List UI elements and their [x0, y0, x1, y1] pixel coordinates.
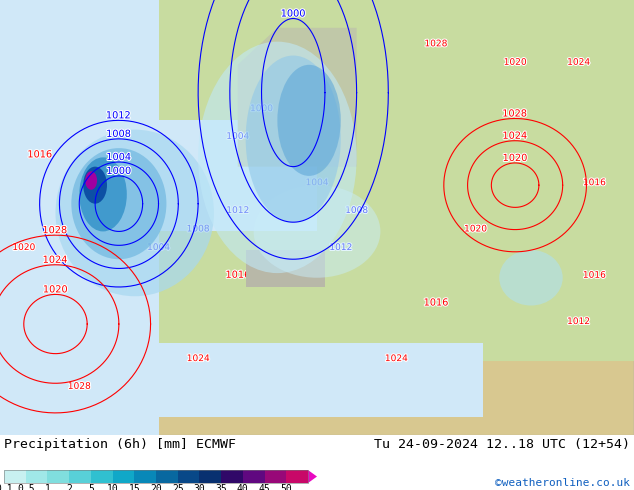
Text: 1: 1	[44, 484, 50, 490]
Text: 1008: 1008	[186, 224, 210, 233]
Text: 1016: 1016	[583, 271, 606, 280]
Text: 0.5: 0.5	[17, 484, 34, 490]
Ellipse shape	[71, 148, 166, 259]
Text: 1028: 1028	[502, 108, 527, 119]
Text: 1016: 1016	[583, 178, 606, 187]
Ellipse shape	[254, 185, 380, 278]
Text: 1020: 1020	[503, 153, 527, 163]
Ellipse shape	[198, 42, 356, 273]
Text: 10: 10	[107, 484, 119, 490]
Bar	[156, 470, 178, 483]
Bar	[287, 470, 308, 483]
Bar	[178, 470, 200, 483]
Text: 1004: 1004	[306, 178, 328, 187]
Text: 1024: 1024	[42, 255, 67, 265]
Text: 1000: 1000	[107, 166, 131, 176]
Text: 20: 20	[150, 484, 162, 490]
Polygon shape	[0, 0, 158, 435]
Text: 1020: 1020	[464, 224, 487, 233]
Bar	[221, 470, 243, 483]
Bar	[91, 470, 113, 483]
Text: 1028: 1028	[42, 225, 67, 235]
Bar	[69, 470, 91, 483]
Text: 1020: 1020	[43, 284, 68, 294]
Bar	[243, 470, 264, 483]
Text: 35: 35	[216, 484, 227, 490]
Polygon shape	[238, 28, 356, 167]
Text: 1024: 1024	[187, 354, 209, 363]
Text: 0.1: 0.1	[0, 484, 13, 490]
Ellipse shape	[56, 130, 214, 296]
Bar	[48, 470, 69, 483]
Ellipse shape	[500, 250, 563, 305]
Text: 25: 25	[172, 484, 184, 490]
Text: 1008: 1008	[106, 129, 131, 139]
Text: 1020: 1020	[12, 243, 36, 252]
Bar	[264, 470, 287, 483]
Bar	[200, 470, 221, 483]
Text: 1012: 1012	[329, 243, 353, 252]
Text: ©weatheronline.co.uk: ©weatheronline.co.uk	[495, 478, 630, 488]
Text: 1028: 1028	[424, 39, 448, 49]
Ellipse shape	[83, 167, 107, 204]
Bar	[113, 470, 134, 483]
Text: 2: 2	[66, 484, 72, 490]
Text: 1004: 1004	[226, 132, 249, 141]
Polygon shape	[0, 0, 634, 361]
Ellipse shape	[79, 157, 127, 231]
Polygon shape	[158, 121, 317, 231]
Text: 1000: 1000	[250, 104, 273, 113]
Text: 1000: 1000	[281, 8, 305, 19]
Text: 1012: 1012	[567, 317, 590, 326]
Text: 1016: 1016	[27, 149, 52, 159]
Text: 1020: 1020	[503, 58, 527, 67]
Text: 40: 40	[237, 484, 249, 490]
Text: 1024: 1024	[385, 354, 408, 363]
Ellipse shape	[246, 55, 341, 222]
Polygon shape	[246, 250, 325, 287]
Text: 30: 30	[193, 484, 205, 490]
Text: 1028: 1028	[68, 382, 91, 391]
Polygon shape	[158, 343, 483, 416]
Bar	[4, 470, 308, 483]
Polygon shape	[119, 305, 634, 435]
Text: 50: 50	[280, 484, 292, 490]
Text: 1016: 1016	[424, 297, 448, 308]
Text: 1012: 1012	[226, 206, 249, 215]
Ellipse shape	[278, 65, 341, 176]
Bar	[4, 470, 26, 483]
Text: 5: 5	[88, 484, 94, 490]
Text: 1012: 1012	[106, 110, 131, 121]
Polygon shape	[308, 470, 317, 483]
Bar	[26, 470, 48, 483]
Text: 1008: 1008	[345, 206, 368, 215]
Text: 1024: 1024	[502, 131, 527, 141]
Text: 1024: 1024	[567, 58, 590, 67]
Text: Precipitation (6h) [mm] ECMWF: Precipitation (6h) [mm] ECMWF	[4, 438, 236, 451]
Text: 15: 15	[129, 484, 140, 490]
Text: 1004: 1004	[147, 243, 170, 252]
Text: 1016: 1016	[226, 270, 250, 280]
Ellipse shape	[85, 172, 97, 190]
Text: Tu 24-09-2024 12..18 UTC (12+54): Tu 24-09-2024 12..18 UTC (12+54)	[374, 438, 630, 451]
Text: 1004: 1004	[107, 152, 131, 162]
Bar	[134, 470, 156, 483]
Text: 45: 45	[259, 484, 271, 490]
